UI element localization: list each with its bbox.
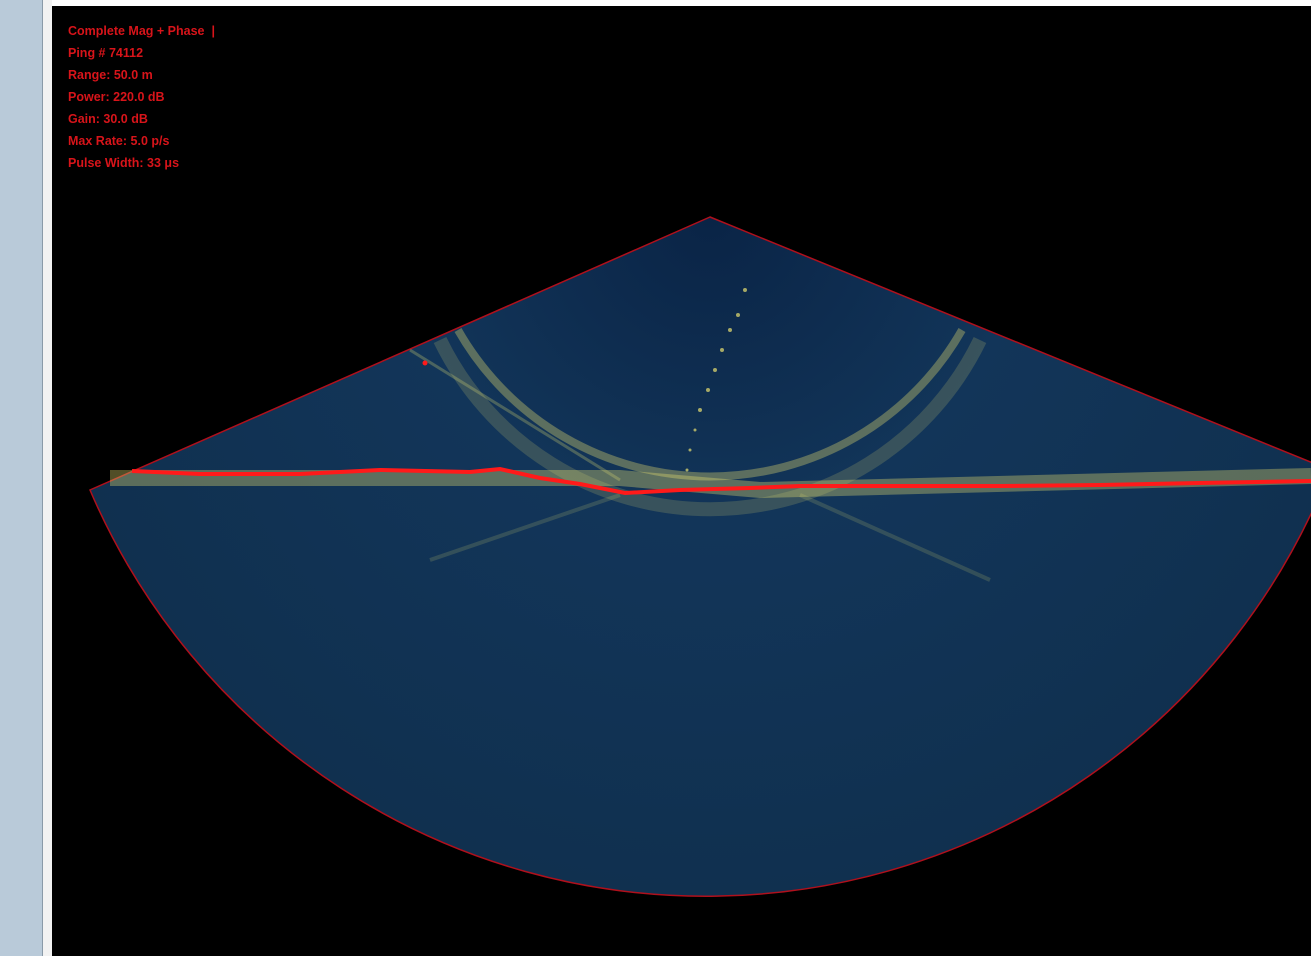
- rate-label: Max Rate: 5.0 p/s: [68, 130, 215, 152]
- fan-area: [90, 217, 1311, 896]
- mode-label: Complete Mag + Phase |: [68, 20, 215, 42]
- pulse-label: Pulse Width: 33 μs: [68, 152, 215, 174]
- power-label: Power: 220.0 dB: [68, 86, 215, 108]
- detection-point: [423, 361, 428, 366]
- info-panel: Complete Mag + Phase | Ping # 74112 Rang…: [68, 20, 215, 174]
- page: Complete Mag + Phase | Ping # 74112 Rang…: [0, 0, 1311, 956]
- ping-label: Ping # 74112: [68, 42, 215, 64]
- range-label: Range: 50.0 m: [68, 64, 215, 86]
- gain-label: Gain: 30.0 dB: [68, 108, 215, 130]
